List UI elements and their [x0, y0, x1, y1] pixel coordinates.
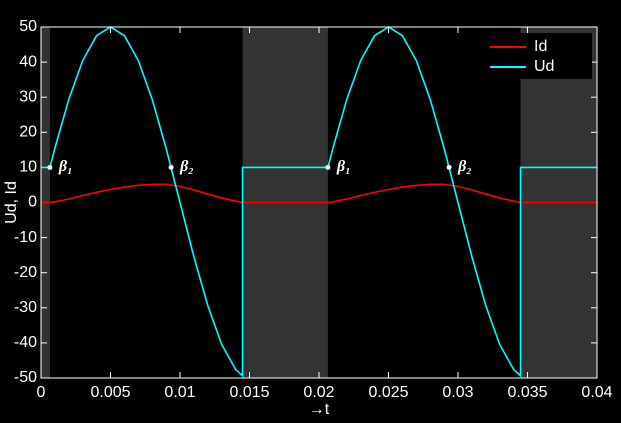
- y-tick-label: -10: [14, 229, 37, 246]
- y-tick-label: -30: [14, 299, 37, 316]
- x-tick-label: 0: [37, 384, 46, 401]
- x-tick-label: 0.02: [303, 384, 334, 401]
- y-tick-label: 0: [28, 194, 37, 211]
- annotation: β₁: [336, 158, 351, 175]
- annotation-point: [325, 164, 331, 170]
- annotation-point: [446, 164, 452, 170]
- y-axis-label: Ud, Id: [3, 181, 20, 224]
- legend-label: Ud: [534, 58, 554, 75]
- y-tick-label: -50: [14, 369, 37, 386]
- y-tick-label: -20: [14, 264, 37, 281]
- x-tick-label: 0.04: [581, 384, 612, 401]
- x-tick-label: 0.03: [442, 384, 473, 401]
- annotation-point: [47, 164, 53, 170]
- x-tick-label: 0.015: [229, 384, 269, 401]
- series-line: [41, 183, 597, 204]
- y-tick-label: -40: [14, 334, 37, 351]
- annotation: β₂: [179, 158, 194, 175]
- y-tick-label: 50: [19, 18, 37, 35]
- x-tick-label: 0.01: [164, 384, 195, 401]
- series-line: [41, 26, 597, 378]
- y-tick-label: 20: [19, 124, 37, 141]
- x-axis-label: →t: [309, 401, 330, 418]
- legend: [482, 33, 592, 79]
- annotation: β₁: [58, 158, 73, 175]
- axes-box: [40, 26, 598, 379]
- annotation: β₂: [457, 158, 472, 175]
- legend-label: Id: [534, 38, 547, 55]
- y-tick-label: 30: [19, 88, 37, 105]
- x-tick-label: 0.025: [368, 384, 408, 401]
- y-tick-label: 40: [19, 53, 37, 70]
- y-tick-label: 10: [19, 159, 37, 176]
- x-tick-label: 0.005: [90, 384, 130, 401]
- annotation-point: [168, 164, 174, 170]
- x-tick-label: 0.035: [507, 384, 547, 401]
